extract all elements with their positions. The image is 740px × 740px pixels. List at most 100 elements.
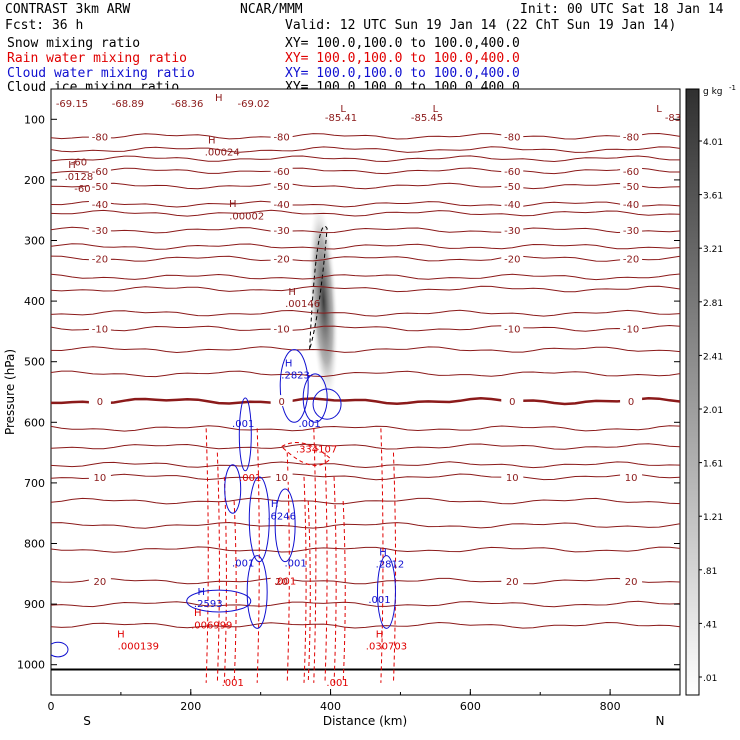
temperature-label-bg: [88, 130, 111, 142]
temperature-label--10: -10: [504, 324, 520, 335]
temperature-annotation: -69.02: [238, 99, 270, 110]
temperature-contour--80: [51, 132, 680, 140]
temperature-contour-line: [51, 155, 680, 163]
y-tick-label: 200: [24, 174, 45, 187]
temperature-contour-line: [51, 243, 680, 250]
y-tick-label: 1000: [17, 659, 45, 672]
rain-contour: [216, 452, 220, 683]
temperature-label--50: -50: [623, 182, 639, 193]
temperature-label-bg: [88, 470, 111, 482]
cloud-water-label: .001: [232, 419, 254, 430]
rain-contour: [233, 501, 237, 683]
temperature-contour-line: [51, 309, 680, 317]
temperature-label--30: -30: [623, 226, 639, 237]
temperature-label-bg: [270, 470, 293, 482]
cloud-water-label: H: [285, 359, 293, 370]
temperature-label--30: -30: [92, 226, 108, 237]
temperature-label-bg: [501, 252, 524, 264]
temperature-label--30: -30: [273, 226, 289, 237]
temperature-label-bg: [620, 179, 643, 191]
temperature-contour-line: [51, 425, 680, 432]
temperature-label-bg: [501, 179, 524, 191]
temperature-label--20: -20: [504, 255, 520, 266]
temperature-label-bg: [270, 252, 293, 264]
rain-label: .000139: [118, 642, 159, 653]
temperature-label--20: -20: [273, 255, 289, 266]
cloud-water-label: .6246: [267, 511, 296, 522]
temperature-label-20: 20: [625, 577, 638, 588]
temperature-annotation: .0128: [65, 172, 94, 183]
temperature-label--40: -40: [504, 200, 520, 211]
cloud-water-label: H: [271, 499, 279, 510]
y-axis-label: Pressure (hPa): [3, 349, 17, 435]
temperature-label--20: -20: [92, 255, 108, 266]
temperature-label--40: -40: [273, 200, 289, 211]
temperature-contour-line: [51, 621, 680, 629]
temperature-label-10: 10: [625, 473, 638, 484]
temperature-label-bg: [501, 322, 524, 334]
colorbar-tick-label: 4.01: [703, 138, 723, 148]
temperature-label-bg: [501, 130, 524, 142]
temperature-label-bg: [270, 575, 293, 587]
temperature-label-bg: [88, 252, 111, 264]
header-title: CONTRAST 3km ARW: [5, 2, 131, 17]
cloud-water-label: .001: [232, 559, 254, 570]
temperature-label-bg: [620, 130, 643, 142]
temperature-label-bg: [501, 224, 524, 236]
temperature-contour-line: [51, 370, 680, 378]
direction-label-south: S: [83, 714, 91, 728]
temperature-contour--50: [51, 182, 680, 190]
header-valid-time: Valid: 12 UTC Sun 19 Jan 14 (22 ChT Sun …: [285, 18, 677, 33]
temperature-annotation: L: [656, 104, 662, 115]
cloud-water-contour: [279, 349, 309, 423]
temperature-contour-line: [51, 461, 680, 469]
axes: 0 200 400 600 800100200300400500600700800900…: [3, 113, 681, 728]
cloud-water-label: H: [197, 587, 205, 598]
temperature-label--80: -80: [273, 132, 289, 143]
temperature-label-bg: [620, 575, 643, 587]
colorbar-tick-label: 2.81: [703, 299, 723, 309]
rain-label: H: [194, 608, 202, 619]
temperature-annotation: H: [208, 136, 216, 147]
rain-contour: [392, 452, 397, 683]
temperature-label-0: 0: [97, 397, 103, 408]
temperature-label-bg: [88, 179, 111, 191]
cloud-ice-shading: [308, 198, 339, 404]
temperature-label-bg: [620, 252, 643, 264]
x-tick-label: 800: [600, 700, 621, 713]
rain-label: H: [117, 629, 125, 640]
temperature-label-bg: [270, 130, 293, 142]
cloud-water-contour: [186, 589, 252, 613]
temperature-label--60: -60: [92, 167, 108, 178]
temperature-label--50: -50: [273, 182, 289, 193]
colorbar-tick-label: 1.21: [703, 513, 723, 523]
temperature-label--50: -50: [92, 182, 108, 193]
temperature-label-bg: [620, 395, 643, 407]
temperature-label-0: 0: [628, 397, 634, 408]
temperature-annotation: -83: [665, 113, 681, 124]
temperature-label--60: -60: [623, 167, 639, 178]
colorbar-tick-label: .41: [703, 620, 717, 630]
temperature-contours: [51, 132, 680, 671]
temperature-contour-line: [51, 273, 680, 281]
temperature-label-bg: [88, 224, 111, 236]
rain-label: H: [376, 629, 384, 640]
y-tick-label: 700: [24, 477, 45, 490]
x-tick-label: 0: [48, 700, 55, 713]
temperature-contour-line: [51, 497, 680, 505]
header-init-time: Init: 00 UTC Sat 18 Jan 14: [520, 2, 724, 17]
rain-label: .001: [222, 678, 244, 689]
rain-label: .334107: [296, 445, 337, 456]
contour-labels: -80 -80 -80 -80-60 -60 -60 -60-50 -50 -50 -50-40-…: [56, 93, 681, 689]
temperature-contour-line: [51, 285, 680, 293]
temperature-label-bg: [270, 224, 293, 236]
colorbar-unit: g kg: [703, 87, 723, 97]
direction-label-north: N: [656, 714, 665, 728]
header-forecast-hour: Fcst: 36 h: [5, 18, 84, 33]
colorbar-ramp: [685, 88, 700, 696]
temperature-contour-0: [51, 396, 680, 406]
cloud-water-label: .001: [368, 595, 390, 606]
cloud-ice-ellipse: [308, 198, 339, 404]
colorbar-tick-label: 2.01: [703, 406, 723, 416]
temperature-label-bg: [88, 164, 111, 176]
